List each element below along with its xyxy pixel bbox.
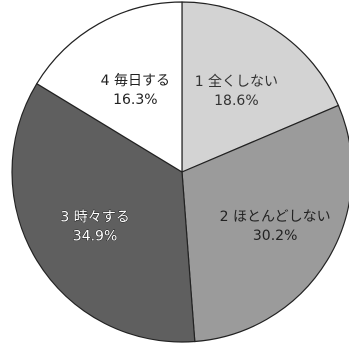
- slice-category-label-1: 1 全くしない: [195, 73, 278, 90]
- slices-layer: [11, 1, 349, 343]
- pie-slice-1: [181, 1, 340, 173]
- slice-label-group-4: 4 毎日する 16.3%: [101, 73, 170, 108]
- slice-category-label-2: 2 ほとんどしない: [220, 209, 331, 225]
- pie-slice-2: [181, 104, 349, 343]
- slice-value-label-3: 34.9%: [73, 228, 117, 244]
- slice-label-group-3: 3 時々する 34.9%: [60, 209, 130, 245]
- slice-value-label-2: 30.2%: [253, 228, 297, 244]
- pie-slice-3: [11, 82, 196, 343]
- pie-slice-4: [35, 1, 183, 174]
- slice-value-label-1: 18.6%: [214, 93, 258, 109]
- slice-label-group-2: 2 ほとんどしない 30.2%: [220, 209, 331, 244]
- slice-category-label-4: 4 毎日する: [101, 73, 170, 89]
- slice-label-group-1: 1 全くしない 18.6%: [195, 73, 278, 109]
- slice-category-label-3: 3 時々する: [60, 209, 129, 225]
- labels-layer: 1 全くしない 18.6% 2 ほとんどしない 30.2% 3 時々する 34.9% 4 毎…: [60, 73, 331, 245]
- slice-value-label-4: 16.3%: [113, 92, 157, 108]
